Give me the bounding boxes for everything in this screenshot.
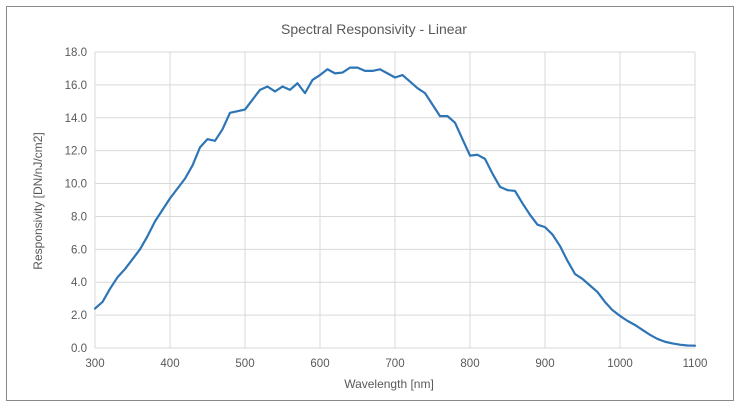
y-tick-label: 16.0	[65, 80, 87, 92]
x-tick-labels: 300 400 500 600 700 800 900 1000 1100	[85, 358, 707, 370]
y-tick-label: 0.0	[71, 343, 87, 355]
x-tick-label: 300	[85, 358, 104, 370]
y-tick-labels: 0.0 2.0 4.0 6.0 8.0 10.0 12.0 14.0 16.0 18.0	[65, 47, 87, 355]
x-tick-label: 500	[235, 358, 254, 370]
y-tick-label: 14.0	[65, 113, 87, 125]
y-tick-label: 18.0	[65, 47, 87, 59]
y-tick-label: 6.0	[71, 244, 87, 256]
y-tick-label: 12.0	[65, 146, 87, 158]
y-axis-label: Responsivity [DN/nJ/cm2]	[31, 132, 45, 269]
x-tick-label: 600	[310, 358, 329, 370]
y-tick-label: 4.0	[71, 277, 87, 289]
chart-svg: Spectral Responsivity - Linear 0.0 2.0 4.0…	[31, 21, 707, 391]
chart-frame: Spectral Responsivity - Linear 0.0 2.0 4.0…	[6, 6, 734, 401]
x-axis-label: Wavelength [nm]	[344, 377, 434, 391]
y-tick-label: 8.0	[71, 211, 87, 223]
chart-title: Spectral Responsivity - Linear	[281, 21, 467, 37]
series-line	[93, 66, 697, 347]
y-tick-label: 2.0	[71, 310, 87, 322]
series-group	[93, 66, 697, 347]
y-tick-label: 10.0	[65, 179, 87, 191]
x-tick-label: 900	[535, 358, 554, 370]
x-tick-label: 1000	[607, 358, 633, 370]
grid-lines	[94, 51, 696, 349]
x-tick-label: 400	[160, 358, 179, 370]
x-tick-label: 800	[460, 358, 479, 370]
x-tick-label: 1100	[683, 358, 708, 370]
x-tick-label: 700	[385, 358, 404, 370]
